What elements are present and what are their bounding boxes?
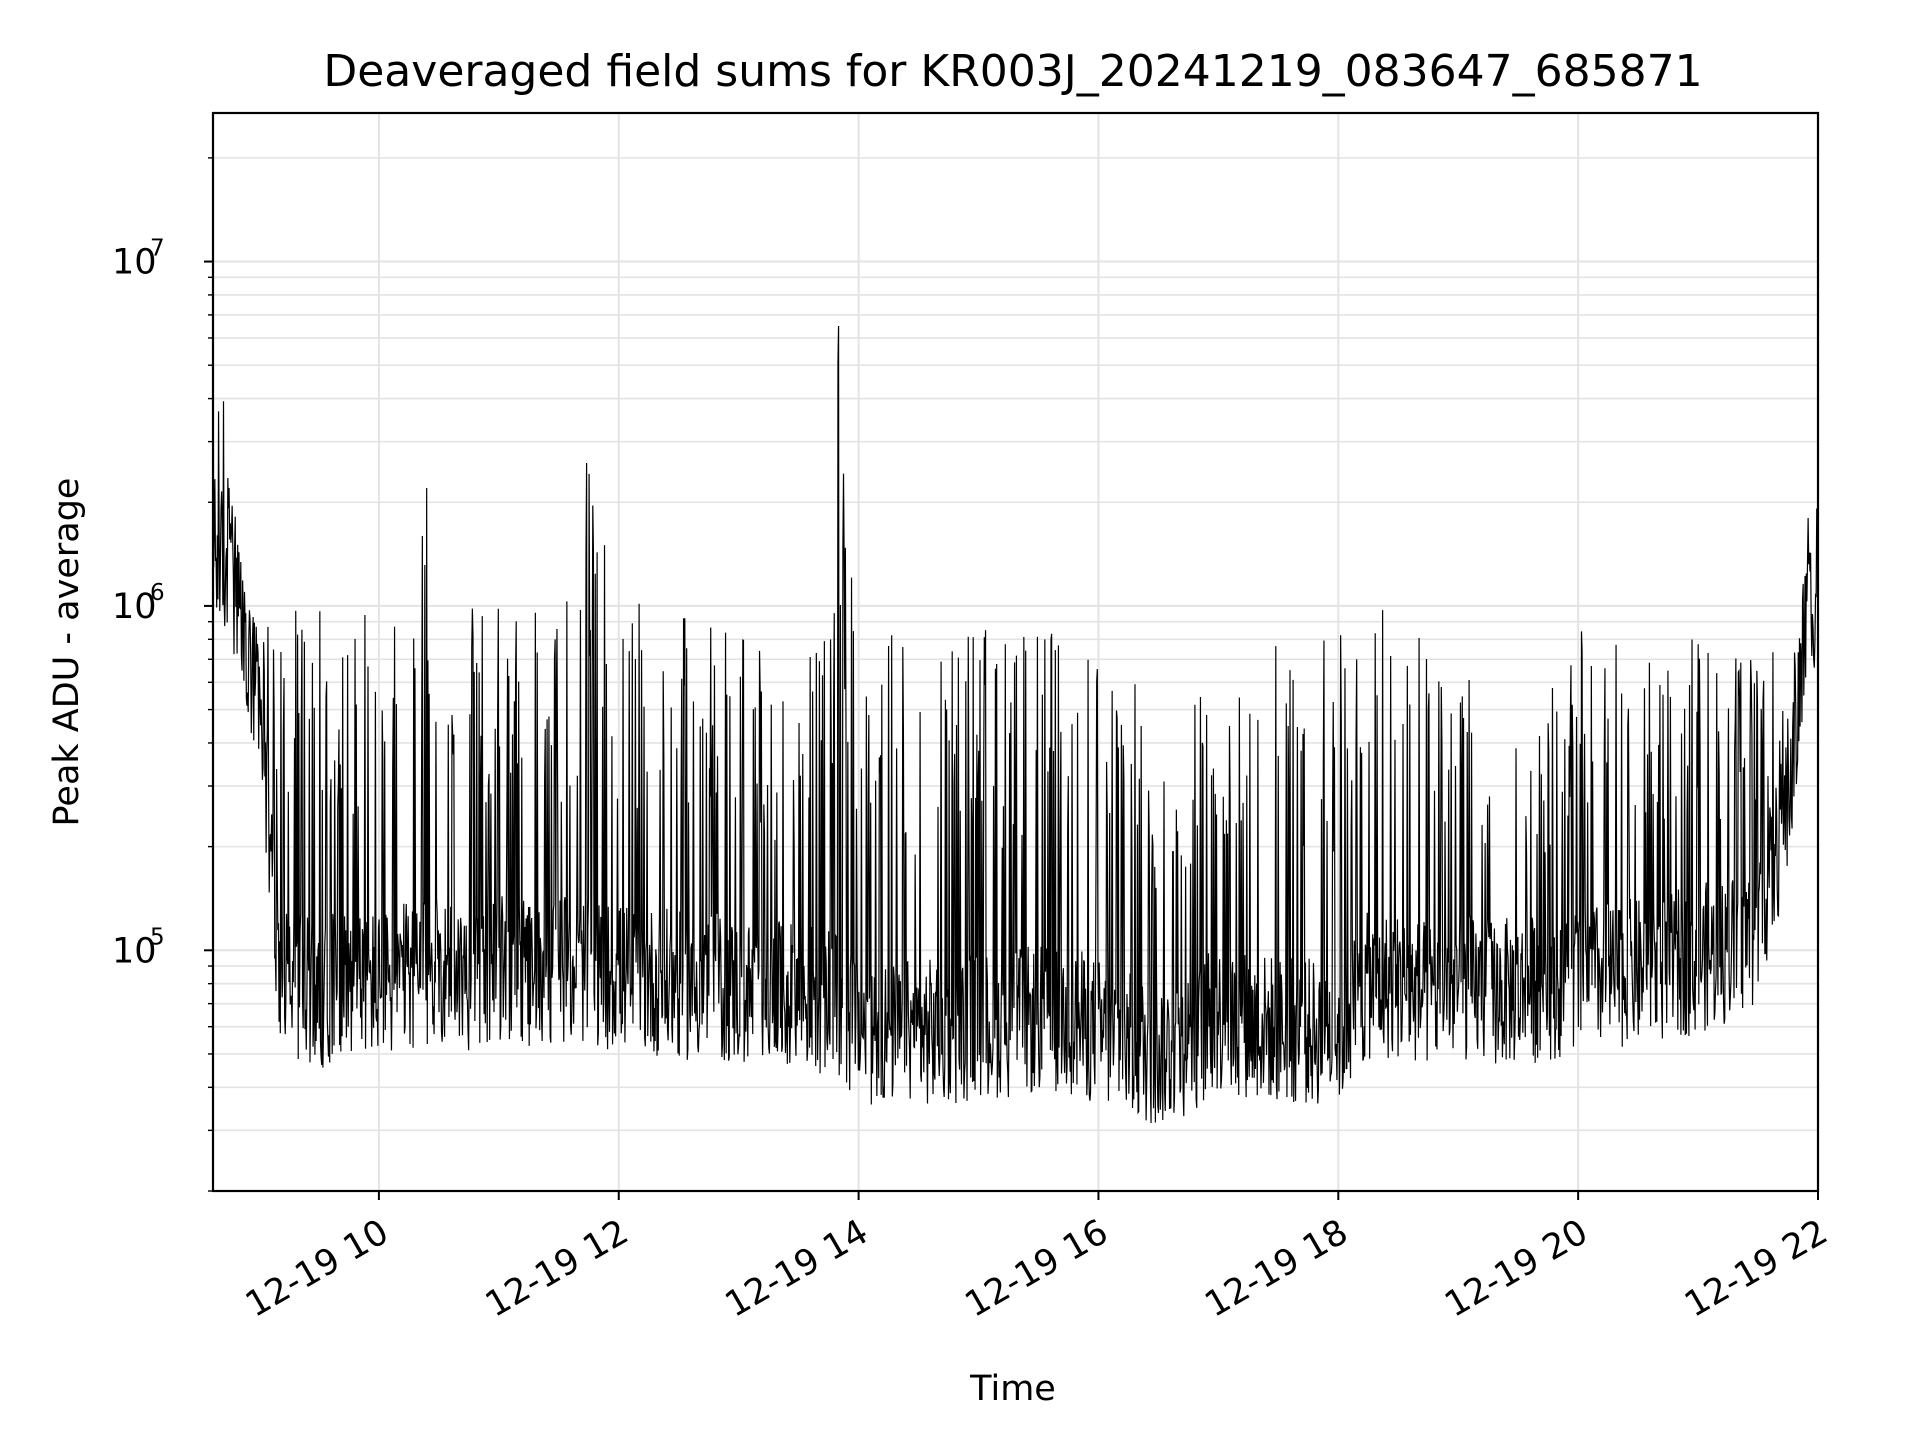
y-tick-label: 10	[112, 587, 157, 627]
series-line	[212, 157, 1819, 1124]
x-axis-label: Time	[969, 1369, 1056, 1409]
plot-frame	[211, 111, 1820, 1193]
y-tick-label-exponent: 5	[150, 924, 165, 950]
chart-title: Deaveraged field sums for KR003J_2024121…	[323, 46, 1702, 97]
y-tick-label: 10	[112, 243, 157, 283]
y-tick-label-exponent: 7	[150, 236, 165, 262]
series-layer	[212, 157, 1819, 1124]
y-tick-label: 10	[112, 931, 157, 971]
y-axis-label: Peak ADU - average	[47, 478, 87, 827]
y-tick-label-exponent: 6	[150, 580, 165, 606]
